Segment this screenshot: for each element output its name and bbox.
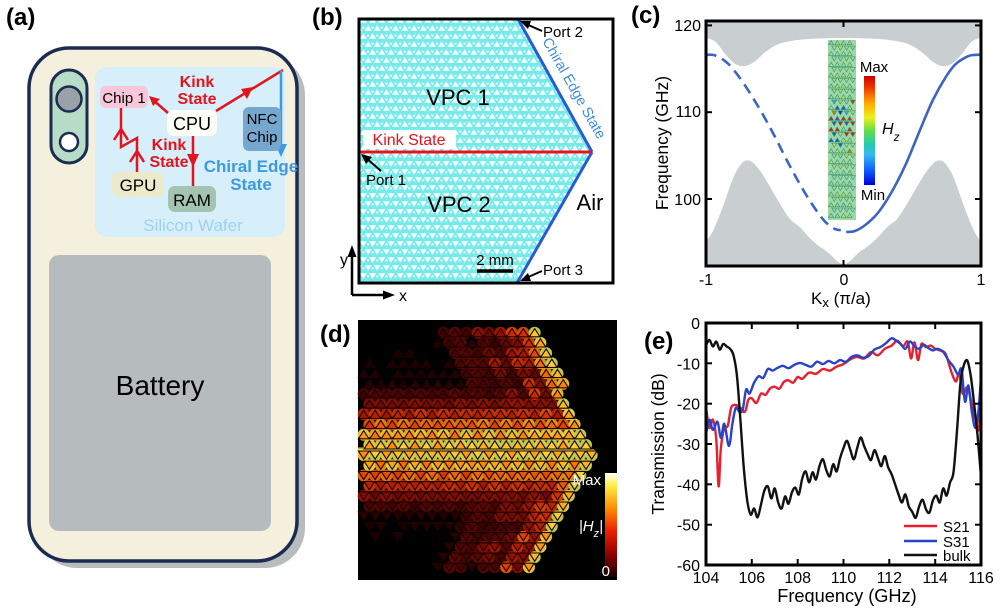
- svg-text:Max: Max: [573, 472, 602, 489]
- svg-text:Frequency (GHz): Frequency (GHz): [777, 586, 916, 606]
- svg-text:Silicon Wafer: Silicon Wafer: [143, 216, 243, 235]
- svg-text:NFC: NFC: [247, 111, 278, 128]
- svg-text:104: 104: [693, 570, 720, 587]
- svg-text:-60: -60: [677, 558, 700, 575]
- svg-text:-50: -50: [677, 518, 700, 535]
- svg-text:Battery: Battery: [116, 370, 205, 401]
- svg-text:Transmission (dB): Transmission (dB): [648, 373, 668, 514]
- svg-text:108: 108: [784, 570, 811, 587]
- svg-text:VPC 2: VPC 2: [427, 192, 491, 217]
- svg-text:Max: Max: [860, 59, 889, 76]
- svg-text:VPC 1: VPC 1: [426, 85, 490, 110]
- svg-text:0: 0: [691, 316, 700, 333]
- svg-text:Air: Air: [577, 190, 604, 215]
- svg-text:114: 114: [922, 570, 948, 587]
- svg-text:Min: Min: [861, 187, 885, 204]
- svg-text:110: 110: [675, 104, 701, 121]
- svg-text:(a): (a): [6, 4, 35, 31]
- svg-text:116: 116: [968, 570, 994, 587]
- svg-text:(b): (b): [312, 4, 343, 31]
- svg-text:112: 112: [877, 570, 903, 587]
- svg-text:110: 110: [831, 570, 857, 587]
- svg-text:0: 0: [602, 563, 610, 580]
- svg-text:Frequency (GHz): Frequency (GHz): [652, 76, 672, 210]
- svg-text:-10: -10: [677, 356, 700, 373]
- svg-text:Port 1: Port 1: [366, 172, 406, 189]
- svg-text:Chip 1: Chip 1: [102, 90, 145, 107]
- svg-text:Port 2: Port 2: [543, 24, 583, 41]
- svg-text:0: 0: [840, 272, 849, 289]
- svg-text:-1: -1: [699, 272, 713, 289]
- svg-text:-20: -20: [677, 397, 700, 414]
- svg-text:RAM: RAM: [173, 191, 211, 210]
- svg-text:Kink: Kink: [180, 74, 215, 91]
- svg-text:Chip: Chip: [247, 129, 278, 146]
- svg-text:GPU: GPU: [120, 176, 157, 195]
- svg-text:Kink: Kink: [152, 137, 187, 154]
- svg-text:(c): (c): [631, 2, 660, 29]
- svg-text:State: State: [149, 154, 188, 171]
- svg-text:S21: S21: [943, 519, 970, 536]
- svg-text:100: 100: [674, 192, 701, 209]
- svg-text:120: 120: [674, 18, 701, 35]
- svg-text:(d): (d): [320, 321, 351, 348]
- svg-text:(e): (e): [644, 328, 673, 355]
- svg-text:bulk: bulk: [943, 548, 971, 565]
- svg-text:Kx (π/a): Kx (π/a): [811, 289, 871, 310]
- svg-text:1: 1: [977, 272, 986, 289]
- svg-text:State: State: [230, 175, 272, 194]
- svg-text:-30: -30: [677, 437, 700, 454]
- svg-text:Port 3: Port 3: [543, 262, 583, 279]
- svg-text:State: State: [177, 91, 216, 108]
- svg-text:S31: S31: [943, 534, 970, 551]
- svg-text:Kink State: Kink State: [373, 132, 446, 149]
- svg-text:106: 106: [738, 570, 765, 587]
- svg-text:Chiral Edge: Chiral Edge: [204, 157, 298, 176]
- svg-text:CPU: CPU: [173, 114, 211, 134]
- svg-text:-40: -40: [677, 477, 700, 494]
- svg-text:x: x: [399, 288, 407, 305]
- svg-text:y: y: [340, 252, 348, 269]
- svg-text:2 mm: 2 mm: [476, 252, 514, 269]
